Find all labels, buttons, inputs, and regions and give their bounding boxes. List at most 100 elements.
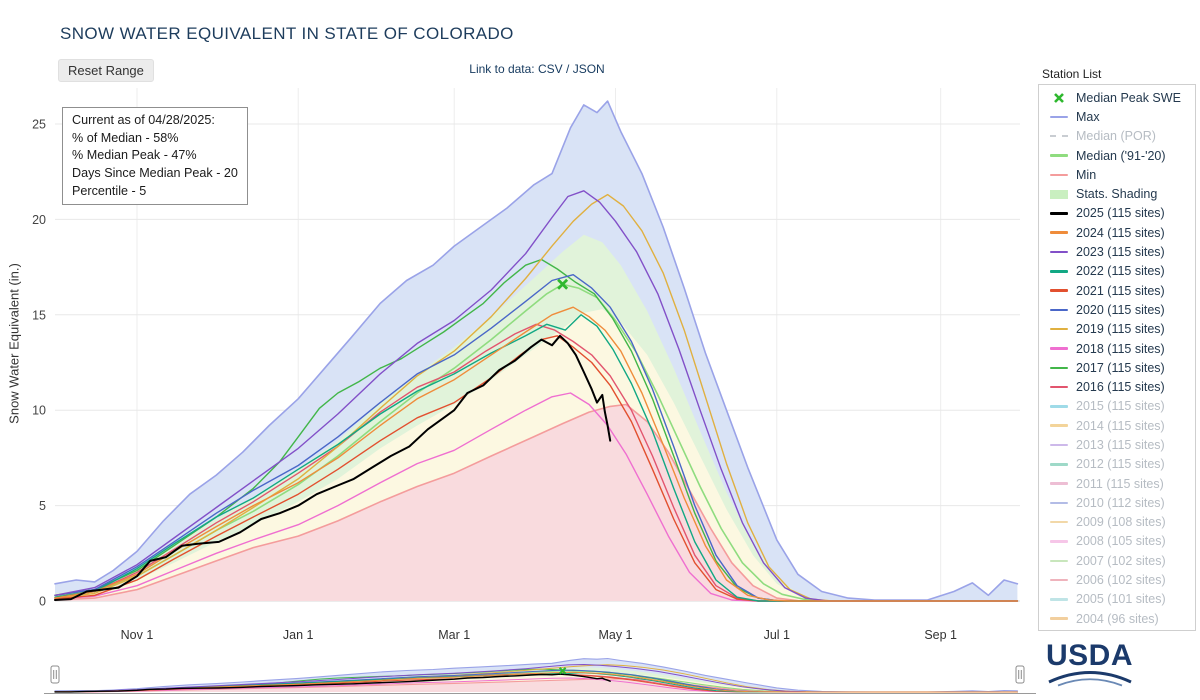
x-tick-label: May 1 — [598, 628, 632, 642]
json-link[interactable]: JSON — [572, 62, 605, 76]
series-2019 — [54, 193, 1019, 602]
legend-label: 2006 (102 sites) — [1076, 573, 1166, 588]
legend-swatch-icon — [1047, 477, 1071, 491]
legend-label: 2015 (115 sites) — [1076, 399, 1165, 414]
legend-swatch-icon — [1047, 534, 1071, 548]
reset-range-button[interactable]: Reset Range — [58, 59, 154, 82]
series-2017 — [54, 258, 1019, 602]
band-min-range — [55, 678, 1018, 692]
legend-item[interactable]: 2021 (115 sites) — [1039, 281, 1195, 300]
legend-label: 2016 (115 sites) — [1076, 380, 1165, 395]
legend-swatch-icon — [1047, 91, 1071, 105]
y-tick-label: 0 — [39, 595, 46, 609]
legend-item[interactable]: 2018 (115 sites) — [1039, 339, 1195, 358]
x-tick-label: Jul 1 — [764, 628, 790, 642]
data-link-prefix: Link to data: — [469, 62, 535, 76]
legend-label: Stats. Shading — [1076, 187, 1158, 202]
legend-label: Median Peak SWE — [1076, 90, 1181, 105]
legend-label: Min — [1076, 167, 1097, 182]
legend-item[interactable]: 2013 (115 sites) — [1039, 435, 1195, 454]
data-link: Link to data: CSV / JSON — [469, 62, 604, 76]
legend-label: 2025 (115 sites) — [1076, 206, 1165, 221]
legend-swatch-icon — [1047, 457, 1071, 471]
navigator-handle-right[interactable] — [1015, 665, 1025, 684]
legend-swatch-icon — [1047, 187, 1071, 201]
legend-item[interactable]: 2012 (115 sites) — [1039, 455, 1195, 474]
range-navigator[interactable] — [40, 652, 1040, 700]
y-tick-label: 10 — [32, 404, 46, 418]
info-line-pct-median-peak: % Median Peak - 47% — [72, 148, 197, 163]
navigator-handle-left[interactable] — [50, 665, 60, 684]
x-tick-label: Mar 1 — [438, 628, 470, 642]
series-2024 — [54, 671, 1018, 693]
y-tick-label: 5 — [39, 499, 46, 513]
legend-item[interactable]: 2008 (105 sites) — [1039, 532, 1195, 551]
legend-swatch-icon — [1047, 380, 1071, 394]
legend-item[interactable]: 2011 (115 sites) — [1039, 474, 1195, 493]
station-legend-panel: Median Peak SWE Max Median (POR) Median … — [1038, 84, 1196, 631]
legend-item[interactable]: 2017 (115 sites) — [1039, 358, 1195, 377]
usda-logo-text: USDA — [1046, 639, 1134, 672]
legend-item[interactable]: 2010 (112 sites) — [1039, 493, 1195, 512]
legend-item[interactable]: 2014 (115 sites) — [1039, 416, 1195, 435]
legend-swatch-icon — [1047, 168, 1071, 182]
info-line-pct-median: % of Median - 58% — [72, 130, 179, 145]
series-2018 — [54, 392, 1019, 602]
legend-label: 2020 (115 sites) — [1076, 302, 1165, 317]
y-tick-label: 15 — [32, 308, 46, 322]
legend-label: 2017 (115 sites) — [1076, 360, 1165, 375]
csv-link[interactable]: CSV — [538, 62, 563, 76]
legend-item[interactable]: 2025 (115 sites) — [1039, 204, 1195, 223]
legend-label: 2007 (102 sites) — [1076, 553, 1166, 568]
legend-label: 2004 (96 sites) — [1076, 611, 1159, 626]
legend-swatch-icon — [1047, 303, 1071, 317]
current-status-info-box: Current as of 04/28/2025: % of Median - … — [62, 107, 248, 206]
usda-swoosh-icon — [1048, 671, 1132, 687]
legend-item[interactable]: 2020 (115 sites) — [1039, 300, 1195, 319]
legend-item[interactable]: Min — [1039, 165, 1195, 184]
legend-item[interactable]: 2015 (115 sites) — [1039, 397, 1195, 416]
legend-item[interactable]: Max — [1039, 107, 1195, 126]
legend-swatch-icon — [1047, 573, 1071, 587]
info-line-percentile: Percentile - 5 — [72, 183, 147, 198]
legend-item[interactable]: Median Peak SWE — [1039, 88, 1195, 107]
legend-swatch-icon — [1047, 226, 1071, 240]
legend-swatch-icon — [1047, 245, 1071, 259]
legend-item[interactable]: 2023 (115 sites) — [1039, 242, 1195, 261]
legend-item[interactable]: Median ('91-'20) — [1039, 146, 1195, 165]
legend-label: 2012 (115 sites) — [1076, 457, 1165, 472]
legend-item[interactable]: 2006 (102 sites) — [1039, 570, 1195, 589]
series-2024 — [54, 306, 1019, 602]
legend-item[interactable]: 2005 (101 sites) — [1039, 590, 1195, 609]
legend-item[interactable]: 2024 (115 sites) — [1039, 223, 1195, 242]
usda-logo: USDA — [1046, 641, 1146, 687]
legend-item[interactable]: 2009 (108 sites) — [1039, 513, 1195, 532]
legend-swatch-icon — [1047, 438, 1071, 452]
legend-item[interactable]: 2016 (115 sites) — [1039, 377, 1195, 396]
series-2016 — [54, 323, 1019, 602]
legend-item[interactable]: 2004 (96 sites) — [1039, 609, 1195, 628]
legend-label: 2011 (115 sites) — [1076, 476, 1164, 491]
swe-main-chart[interactable]: 0 5 10 15 20 25 Nov 1 Jan 1 Mar 1 May 1 Jul 1 Sep 1 — [30, 80, 1030, 650]
legend-item[interactable]: 2022 (115 sites) — [1039, 262, 1195, 281]
legend-item[interactable]: Median (POR) — [1039, 127, 1195, 146]
series-Min — [54, 403, 1019, 602]
legend-swatch-icon — [1047, 342, 1071, 356]
x-tick-label: Nov 1 — [121, 628, 154, 642]
legend-swatch-icon — [1047, 284, 1071, 298]
series-2020 — [54, 274, 1019, 602]
legend-label: 2022 (115 sites) — [1076, 264, 1165, 279]
legend-item[interactable]: Stats. Shading — [1039, 184, 1195, 203]
legend-swatch-icon — [1047, 612, 1071, 626]
legend-swatch-icon — [1047, 361, 1071, 375]
legend-swatch-icon — [1047, 419, 1071, 433]
x-tick-label: Jan 1 — [283, 628, 314, 642]
legend-item[interactable]: 2019 (115 sites) — [1039, 320, 1195, 339]
legend-item[interactable]: 2007 (102 sites) — [1039, 551, 1195, 570]
legend-label: 2023 (115 sites) — [1076, 245, 1165, 260]
series-Max — [54, 100, 1019, 601]
series-2018 — [54, 677, 1018, 693]
legend-label: Median ('91-'20) — [1076, 148, 1166, 163]
series-2022 — [54, 314, 1019, 602]
